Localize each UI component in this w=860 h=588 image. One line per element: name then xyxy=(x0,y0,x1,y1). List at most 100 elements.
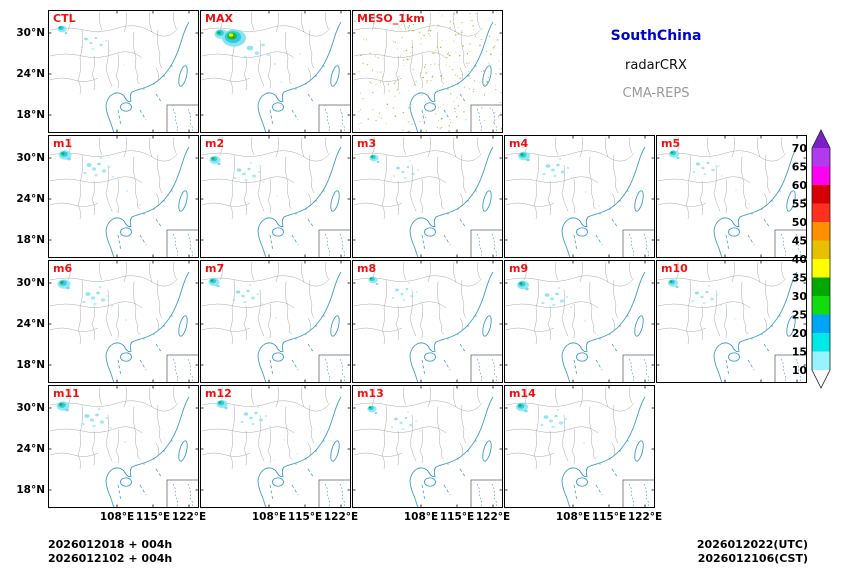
y-axis-tick-label: 18°N xyxy=(16,234,45,246)
panel-m6: m6 xyxy=(48,260,199,383)
panel-title: CTL xyxy=(53,12,76,25)
panel-map-svg xyxy=(48,260,199,383)
colorbar-arrow-top xyxy=(812,130,830,148)
radar-echoes xyxy=(56,401,140,463)
panel-map-svg xyxy=(504,385,655,508)
panel-title: m14 xyxy=(509,387,536,400)
panel-map-svg xyxy=(504,260,655,383)
valid-time-utc: 2026012022(UTC) xyxy=(696,538,808,551)
colorbar-tick-label: 15 xyxy=(792,346,807,359)
panel-border xyxy=(200,135,351,258)
radar-echoes xyxy=(354,12,503,133)
panel-meso-1km: MESO_1km xyxy=(352,10,503,133)
panel-title: m3 xyxy=(357,137,377,150)
panel-border xyxy=(200,385,351,508)
colorbar-tick-label: 40 xyxy=(792,253,808,266)
panel-border xyxy=(200,260,351,383)
panel-border xyxy=(48,135,199,258)
panel-m1: m1 xyxy=(48,135,199,258)
x-axis-tick-label: 108°E xyxy=(555,511,591,523)
init-time-block: 2026012018 + 004h 2026012102 + 004h xyxy=(48,538,172,566)
y-axis-tick-label: 24°N xyxy=(16,443,45,455)
panel-map-svg xyxy=(352,135,503,258)
colorbar: 70 65 60 55 50 45 40 35 30 25 20 15 10 xyxy=(784,128,844,398)
panel-border xyxy=(656,135,807,258)
panel-title: m12 xyxy=(205,387,232,400)
x-axis-tick-label: 108°E xyxy=(251,511,287,523)
panel-map-svg xyxy=(352,10,503,133)
radar-echoes xyxy=(58,150,142,212)
colorbar-segment xyxy=(812,277,830,296)
radar-echoes xyxy=(367,405,448,466)
panel-map-svg xyxy=(504,135,655,258)
panel-map-svg xyxy=(48,10,199,133)
panel-ctl: CTL xyxy=(48,10,199,133)
colorbar-segment xyxy=(812,351,830,370)
colorbar-tick-label: 20 xyxy=(792,327,808,340)
radar-echoes xyxy=(57,25,138,86)
x-axis-tick-label: 115°E xyxy=(287,511,323,523)
colorbar-tick-label: 25 xyxy=(792,309,807,322)
colorbar-svg: 70 65 60 55 50 45 40 35 30 25 20 15 10 xyxy=(792,129,831,389)
radar-echoes xyxy=(214,29,302,83)
radar-echoes xyxy=(668,150,750,211)
radar-echoes xyxy=(209,155,291,217)
colorbar-segment xyxy=(812,166,830,185)
legend-model-label: CMA-REPS xyxy=(622,86,690,101)
panel-m3: m3 xyxy=(352,135,503,258)
radar-echoes xyxy=(667,279,749,340)
x-axis-tick-label: 122°E xyxy=(171,511,207,523)
colorbar-segment xyxy=(812,296,830,315)
y-axis-tick-label: 30°N xyxy=(16,152,45,164)
radar-echoes xyxy=(216,399,298,461)
panel-border xyxy=(48,10,199,133)
colorbar-segment xyxy=(812,259,830,278)
y-axis-tick-label: 30°N xyxy=(16,402,45,414)
colorbar-tick-label: 35 xyxy=(792,272,807,285)
y-axis-tick-label: 24°N xyxy=(16,318,45,330)
y-axis-tick-label: 30°N xyxy=(16,277,45,289)
panel-m8: m8 xyxy=(352,260,503,383)
colorbar-outline xyxy=(811,129,831,389)
x-axis-tick-label: 122°E xyxy=(627,511,663,523)
panel-title: m6 xyxy=(53,262,73,275)
colorbar-segment xyxy=(812,203,830,222)
valid-time-block: 2026012022(UTC) 2026012106(CST) xyxy=(560,538,808,566)
panel-title: m2 xyxy=(205,137,225,150)
panel-border xyxy=(656,260,807,383)
panel-map-svg xyxy=(200,260,351,383)
radar-echoes xyxy=(368,276,449,337)
init-time-line2: 2026012102 + 004h xyxy=(48,552,173,565)
panel-m14: m14 xyxy=(504,385,655,508)
colorbar-tick-label: 10 xyxy=(792,364,808,377)
panel-m9: m9 xyxy=(504,260,655,383)
panel-title: m8 xyxy=(357,262,377,275)
colorbar-segment xyxy=(812,333,830,352)
legend-region-label: SouthChina xyxy=(610,28,702,44)
x-axis-tick-label: 122°E xyxy=(323,511,359,523)
init-time-line1: 2026012018 + 004h xyxy=(48,538,173,551)
panel-title: m5 xyxy=(661,137,681,150)
x-axis-tick-label: 115°E xyxy=(135,511,171,523)
panel-title: m7 xyxy=(205,262,225,275)
y-axis-tick-label: 30°N xyxy=(16,27,45,39)
panel-border xyxy=(200,10,351,133)
panel-m10: m10 xyxy=(656,260,807,383)
panel-m5: m5 xyxy=(656,135,807,258)
colorbar-segment xyxy=(812,185,830,204)
y-axis-tick-label: 18°N xyxy=(16,359,45,371)
colorbar-tick-label: 55 xyxy=(792,198,807,211)
y-axis-tick-label: 24°N xyxy=(16,193,45,205)
panel-map-svg xyxy=(200,135,351,258)
colorbar-tick-label: 70 xyxy=(792,142,808,155)
x-axis-tick-label: 115°E xyxy=(591,511,627,523)
x-axis-tick-label: 115°E xyxy=(439,511,475,523)
colorbar-tick-label: 60 xyxy=(792,179,808,192)
radar-echoes xyxy=(516,402,598,464)
panel-border xyxy=(504,135,655,258)
colorbar-tick-label: 45 xyxy=(792,235,807,248)
panel-m7: m7 xyxy=(200,260,351,383)
radar-echoes xyxy=(369,154,450,215)
panel-m12: m12 xyxy=(200,385,351,508)
panel-map-svg xyxy=(48,135,199,258)
